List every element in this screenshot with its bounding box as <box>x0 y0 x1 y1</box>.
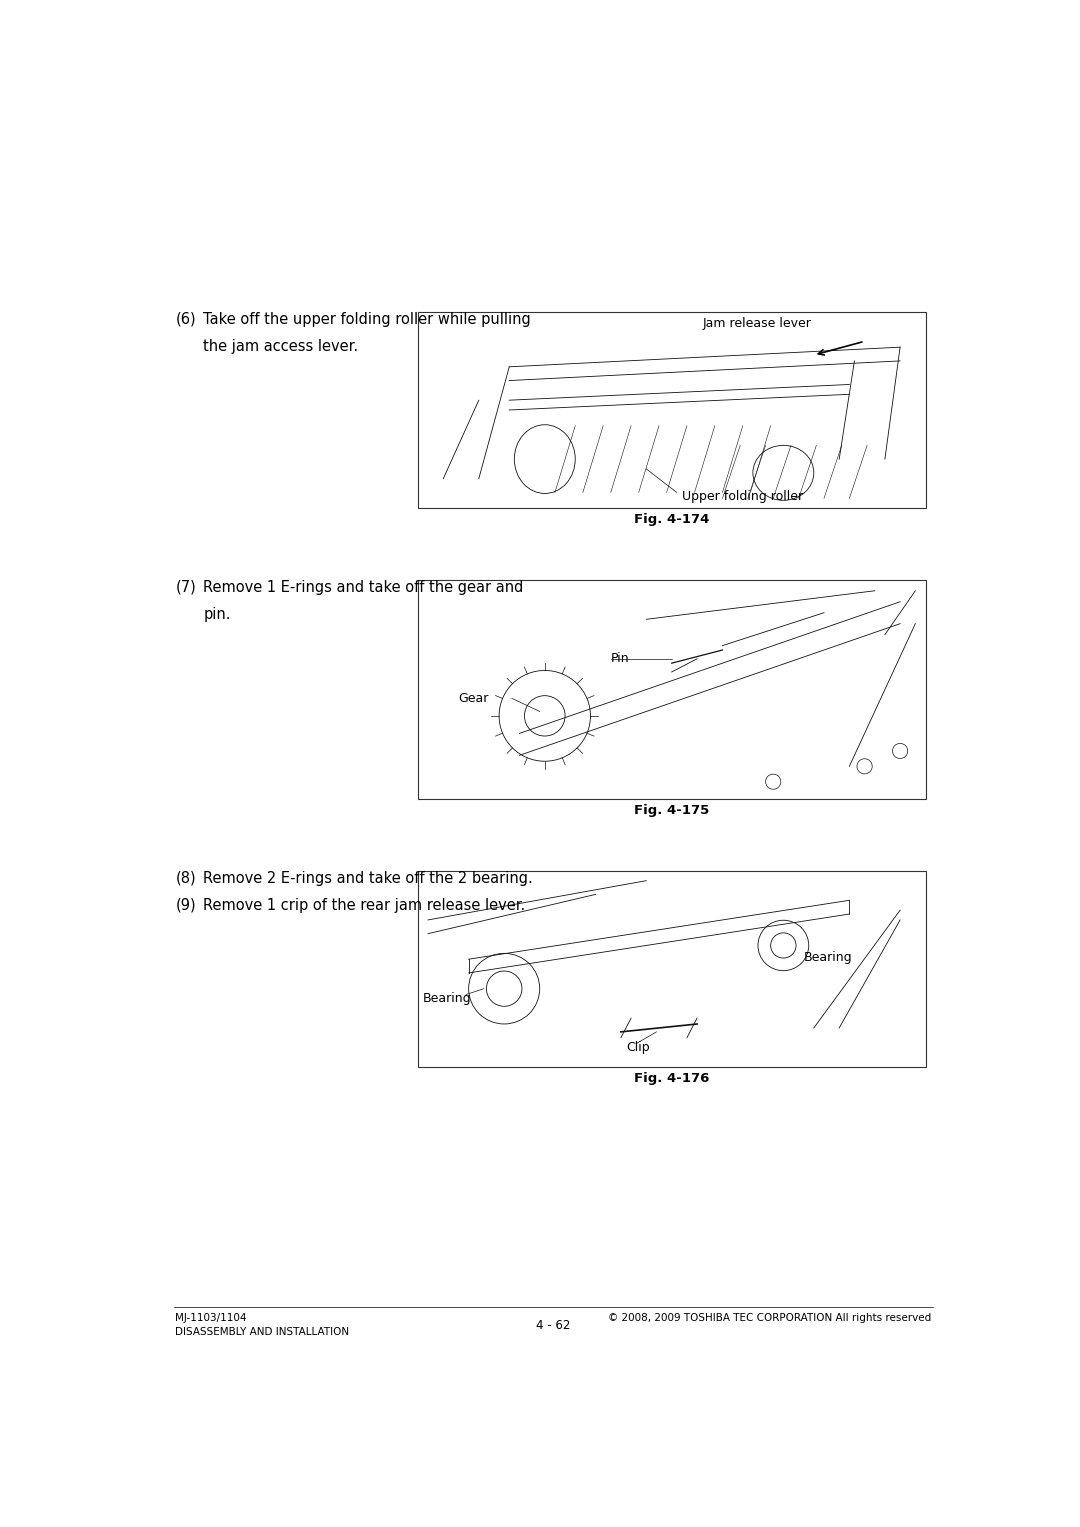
Text: DISASSEMBLY AND INSTALLATION: DISASSEMBLY AND INSTALLATION <box>175 1327 350 1338</box>
Bar <box>418 312 926 508</box>
Text: Bearing: Bearing <box>804 951 852 964</box>
Bar <box>418 580 926 799</box>
Text: (9): (9) <box>175 898 195 913</box>
Text: pin.: pin. <box>203 606 231 621</box>
Text: Upper folding roller: Upper folding roller <box>681 490 802 502</box>
Text: Take off the upper folding roller while pulling: Take off the upper folding roller while … <box>203 312 531 327</box>
Text: Fig. 4-175: Fig. 4-175 <box>634 803 710 817</box>
Text: Remove 1 crip of the rear jam release lever.: Remove 1 crip of the rear jam release le… <box>203 898 526 913</box>
Text: Clip: Clip <box>626 1041 650 1054</box>
Text: (7): (7) <box>175 580 197 596</box>
Text: Pin: Pin <box>611 652 630 666</box>
Text: Jam release lever: Jam release lever <box>702 318 811 330</box>
Text: © 2008, 2009 TOSHIBA TEC CORPORATION All rights reserved: © 2008, 2009 TOSHIBA TEC CORPORATION All… <box>608 1313 932 1322</box>
Text: 4 - 62: 4 - 62 <box>537 1319 570 1332</box>
Text: Gear: Gear <box>459 692 489 705</box>
Text: (8): (8) <box>175 870 195 886</box>
Text: Bearing: Bearing <box>423 993 472 1005</box>
Text: MJ-1103/1104: MJ-1103/1104 <box>175 1313 247 1322</box>
Text: Remove 2 E-rings and take off the 2 bearing.: Remove 2 E-rings and take off the 2 bear… <box>203 870 532 886</box>
Text: Fig. 4-176: Fig. 4-176 <box>634 1072 710 1084</box>
Text: Remove 1 E-rings and take off the gear and: Remove 1 E-rings and take off the gear a… <box>203 580 524 596</box>
Bar <box>418 870 926 1067</box>
Text: (6): (6) <box>175 312 195 327</box>
Text: the jam access lever.: the jam access lever. <box>203 339 359 354</box>
Text: Fig. 4-174: Fig. 4-174 <box>634 513 710 525</box>
